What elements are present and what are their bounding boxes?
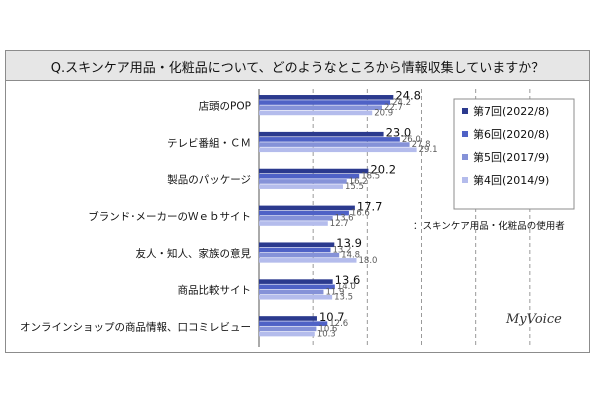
legend-label: 第5回(2017/9)	[473, 150, 549, 164]
data-label: 24.2	[392, 98, 411, 108]
data-label: 16.6	[351, 209, 370, 219]
myvoice-logo: MyVoice	[505, 312, 562, 327]
category-label: 製品のパッケージ	[167, 173, 251, 186]
data-label: 15.5	[345, 182, 364, 192]
category-label: 商品比較サイト	[178, 284, 252, 297]
bar	[259, 147, 417, 153]
legend-swatch	[462, 131, 468, 137]
bar	[259, 210, 349, 216]
data-label: 12.7	[330, 219, 349, 229]
data-label: 27.8	[412, 140, 431, 150]
bar	[259, 142, 410, 147]
bar	[259, 247, 331, 253]
category-label: ブランド･メーカーのＷｅｂサイト	[88, 210, 251, 223]
data-label: 13.6	[335, 273, 361, 287]
data-label: 10.3	[317, 329, 336, 339]
bar	[259, 326, 317, 332]
data-label: 20.9	[374, 108, 393, 118]
category-label: オンラインショップの商品情報、口コミレビュー	[20, 321, 251, 334]
data-label: 17.7	[357, 199, 383, 213]
bar	[259, 131, 384, 137]
legend-swatch	[462, 177, 468, 183]
data-label: 13.6	[335, 214, 354, 224]
data-label: 22.7	[384, 103, 403, 113]
data-label: 13.2	[333, 245, 352, 255]
legend-swatch	[462, 108, 468, 114]
data-label: 23.0	[386, 126, 412, 140]
bar	[259, 168, 369, 174]
chart-frame: Q.スキンケア用品・化粧品について、どのようなところから情報収集していますか？ …	[5, 50, 590, 353]
legend-label: 第6回(2020/8)	[473, 127, 549, 141]
bar	[259, 316, 317, 321]
bar	[259, 179, 347, 184]
data-label: 18.5	[361, 172, 380, 182]
bar	[259, 221, 328, 226]
bar	[259, 205, 355, 211]
bar	[259, 216, 333, 221]
category-label: 店頭のPOP	[199, 99, 251, 112]
data-label: 14.8	[341, 251, 360, 261]
data-label: 29.1	[419, 145, 438, 155]
bar	[259, 289, 324, 295]
data-label: 16.2	[349, 177, 368, 187]
bar	[259, 184, 343, 189]
bar	[259, 242, 335, 248]
data-label: 10.7	[319, 310, 345, 324]
bar	[259, 173, 360, 179]
category-label: テレビ番組・ＣＭ	[167, 136, 251, 149]
bar	[259, 100, 391, 105]
data-label: 24.8	[395, 89, 421, 103]
data-label: 13.5	[334, 293, 353, 303]
data-label: 14.0	[337, 282, 356, 292]
data-label: 12.6	[329, 319, 348, 329]
bar	[259, 258, 357, 263]
bar	[259, 105, 382, 111]
bar	[259, 284, 335, 290]
data-label: 20.2	[370, 162, 396, 176]
legend-label: 第4回(2014/9)	[473, 173, 549, 187]
category-label: 友人・知人、家族の意見	[136, 247, 252, 260]
bar	[259, 331, 315, 337]
bar	[259, 279, 333, 284]
legend-label: 第7回(2022/8)	[473, 104, 549, 118]
bar	[259, 110, 373, 116]
bar	[259, 252, 340, 258]
data-label: 26.0	[402, 135, 421, 145]
legend-box	[453, 98, 575, 210]
bar	[259, 321, 328, 326]
data-label: 10.6	[318, 324, 337, 334]
chart-canvas: 店頭のPOP 24.824.222.720.9 テレビ番組・ＣＭ 23.026.027…	[20, 89, 575, 347]
bar	[259, 95, 394, 100]
chart-title-bar: Q.スキンケア用品・化粧品について、どのようなところから情報収集していますか？	[6, 51, 589, 81]
data-label: 13.9	[336, 236, 362, 250]
data-label: 18.0	[359, 256, 378, 266]
chart-title: Q.スキンケア用品・化粧品について、どのようなところから情報収集していますか？	[50, 61, 545, 76]
legend-swatch	[462, 154, 468, 160]
note-text: ：スキンケア用品・化粧品の使用者	[413, 220, 565, 232]
data-label: 11.9	[325, 287, 344, 297]
bar	[259, 137, 400, 142]
bar	[259, 294, 333, 300]
